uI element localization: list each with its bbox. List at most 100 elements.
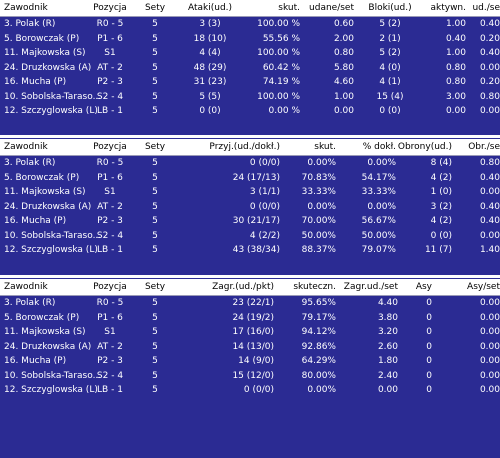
table-cell: 0 (0) (199, 106, 221, 116)
table-cell: 0.00 (479, 327, 500, 337)
column-header[interactable]: Przyj.(ud./dokł.) (209, 142, 280, 152)
table-cell: 56.67% (361, 216, 396, 226)
table-cell: 12. Szczyglowska (L) (4, 106, 98, 116)
table-cell: 0 (426, 370, 432, 381)
table-row[interactable]: 16. Mucha (P) P2 - 3 5 31 (23) 74.19 % 4.60 4 … (0, 75, 500, 90)
table-cell: 11 (7) (424, 245, 452, 255)
table-cell: 5 (5) (199, 91, 221, 102)
table-row[interactable]: 10. Sobolska-Taraso... S2 - 4 5 15 (12/0) 80… (0, 369, 500, 384)
table-header[interactable]: Zawodnik Pozycja Sety Przyj.(ud./dokł.) skut… (0, 139, 500, 156)
stats-table-3: Zawodnik Pozycja Sety Zagr.(ud./pkt) skutecz… (0, 279, 500, 398)
table-row[interactable]: 3. Polak (R) R0 - 5 5 3 (3) 100.00 % 0.60 5 (2… (0, 17, 500, 32)
table-row[interactable]: 3. Polak (R) R0 - 5 5 0 (0/0) 0.00% 0.00% 8 (4… (0, 156, 500, 171)
table-row[interactable]: 24. Druzkowska (A) AT - 2 5 0 (0/0) 0.00% 0.0… (0, 200, 500, 215)
table-cell: 5.80 (333, 62, 354, 73)
table-cell: 0.40 (479, 172, 500, 183)
table-row[interactable]: 10. Sobolska-Taraso... S2 - 4 5 5 (5) 100.00… (0, 90, 500, 105)
table-cell: S1 (104, 187, 116, 197)
column-header[interactable]: Sety (144, 142, 166, 152)
table-row[interactable]: 24. Druzkowska (A) AT - 2 5 14 (13/0) 92.86%… (0, 340, 500, 355)
table-row[interactable]: 5. Borowczak (P) P1 - 6 5 24 (17/13) 70.83% 5… (0, 171, 500, 186)
table-cell: 74.19 % (262, 77, 300, 87)
table-row[interactable]: 16. Mucha (P) P2 - 3 5 14 (9/0) 64.29% 1.80 0 0… (0, 354, 500, 369)
table-row[interactable]: 12. Szczyglowska (L) LB - 1 5 0 (0/0) 0.00% 0… (0, 383, 500, 398)
table-cell: 3.80 (377, 312, 398, 323)
table-cell: S1 (104, 48, 116, 58)
table-row[interactable]: 11. Majkowska (S) S1 5 3 (1/1) 33.33% 33.33% 1… (0, 185, 500, 200)
table-cell: 1.00 (445, 19, 466, 29)
table-cell: 0.00 (479, 106, 500, 116)
table-cell: 23 (22/1) (232, 298, 274, 308)
column-header[interactable]: skut. (314, 142, 336, 152)
table-cell: 5. Borowczak (P) (4, 33, 80, 44)
table-cell: 33.33% (361, 187, 396, 197)
column-header[interactable]: Pozycja (93, 3, 127, 13)
table-cell: 0.00% (367, 201, 396, 212)
table-row[interactable]: 10. Sobolska-Taraso... S2 - 4 5 4 (2/2) 50.0… (0, 229, 500, 244)
table-cell: 100.00 % (257, 91, 300, 102)
table-row[interactable]: 5. Borowczak (P) P1 - 6 5 24 (19/2) 79.17% 3.… (0, 311, 500, 326)
table-cell: 12. Szczyglowska (L) (4, 385, 98, 395)
table-row[interactable]: 5. Borowczak (P) P1 - 6 5 18 (10) 55.56 % 2.0… (0, 32, 500, 47)
column-header[interactable]: Zagr.ud./set (343, 282, 398, 292)
table-cell: 5 (152, 327, 158, 337)
table-cell: 24. Druzkowska (A) (4, 62, 92, 73)
column-header[interactable]: Zagr.(ud./pkt) (212, 282, 274, 292)
column-header[interactable]: aktywn. (430, 3, 466, 13)
table-row[interactable]: 12. Szczyglowska (L) LB - 1 5 43 (38/34) 88.… (0, 243, 500, 258)
column-header[interactable]: ud./se (472, 3, 500, 13)
column-header[interactable]: Pozycja (93, 142, 127, 152)
column-header[interactable]: Zawodnik (4, 282, 48, 292)
table-cell: 3 (2) (430, 201, 452, 212)
column-header[interactable]: Obrony(ud.) (397, 142, 452, 152)
column-header[interactable]: Zawodnik (4, 3, 48, 13)
table-cell: 95.65% (301, 298, 336, 308)
table-cell: 3 (3) (199, 19, 221, 29)
table-row[interactable]: 24. Druzkowska (A) AT - 2 5 48 (29) 60.42 % 5… (0, 61, 500, 76)
column-header[interactable]: Asy (415, 282, 432, 292)
table-cell: 54.17% (361, 172, 396, 183)
table-header[interactable]: Zawodnik Pozycja Sety Zagr.(ud./pkt) skutecz… (0, 279, 500, 296)
table-cell: 0.00 (479, 385, 500, 395)
table-cell: 43 (38/34) (232, 245, 280, 255)
table-cell: 0 (0/0) (243, 385, 274, 395)
table-cell: LB - 1 (97, 385, 123, 395)
table-header[interactable]: Zawodnik Pozycja Sety Ataki(ud.) skut. udane/… (0, 0, 500, 17)
table-cell: 4.40 (377, 298, 398, 308)
table-cell: LB - 1 (97, 245, 123, 255)
table-cell: 24. Druzkowska (A) (4, 201, 92, 212)
table-row[interactable]: 11. Majkowska (S) S1 5 4 (4) 100.00 % 0.80 5 (… (0, 46, 500, 61)
column-header[interactable]: Ataki(ud.) (187, 3, 233, 13)
table-cell: P1 - 6 (97, 172, 123, 183)
column-header[interactable]: udane/set (309, 3, 354, 13)
table-row[interactable]: 11. Majkowska (S) S1 5 17 (16/0) 94.12% 3.20 0… (0, 325, 500, 340)
table-cell: 3. Polak (R) (4, 298, 56, 308)
table-cell: 3. Polak (R) (4, 158, 56, 168)
table-cell: 5 (152, 341, 158, 352)
table-cell: 5 (2) (379, 48, 401, 58)
column-header[interactable]: Pozycja (93, 282, 127, 292)
table-cell: AT - 2 (97, 341, 123, 352)
table-row[interactable]: 12. Szczyglowska (L) LB - 1 5 0 (0) 0.00 % 0.… (0, 104, 500, 119)
table-cell: 5 (152, 312, 158, 323)
column-header[interactable]: Obr./se (468, 142, 500, 152)
column-header[interactable]: Zawodnik (4, 142, 48, 152)
table-cell: 5 (152, 385, 158, 395)
column-header[interactable]: skuteczn. (293, 282, 336, 292)
column-header[interactable]: Sety (144, 282, 166, 292)
table-cell: 4 (2) (430, 216, 452, 226)
column-header[interactable]: Asy/set (467, 282, 500, 292)
table-cell: 4 (2/2) (249, 230, 280, 241)
table-cell: 24 (19/2) (232, 312, 274, 323)
table-row[interactable]: 16. Mucha (P) P2 - 3 5 30 (21/17) 70.00% 56.6… (0, 214, 500, 229)
table-cell: 1.00 (445, 48, 466, 58)
column-header[interactable]: skut. (278, 3, 300, 13)
column-header[interactable]: Sety (144, 3, 166, 13)
table-cell: 4 (4) (199, 48, 221, 58)
table-cell: 0.80 (445, 77, 466, 87)
column-header[interactable]: Bloki(ud.) (368, 3, 412, 13)
column-header[interactable]: % dokł. (362, 142, 396, 152)
table-cell: 55.56 % (262, 33, 300, 44)
table-row[interactable]: 3. Polak (R) R0 - 5 5 23 (22/1) 95.65% 4.40 0 0… (0, 296, 500, 311)
table-cell: 24. Druzkowska (A) (4, 341, 92, 352)
